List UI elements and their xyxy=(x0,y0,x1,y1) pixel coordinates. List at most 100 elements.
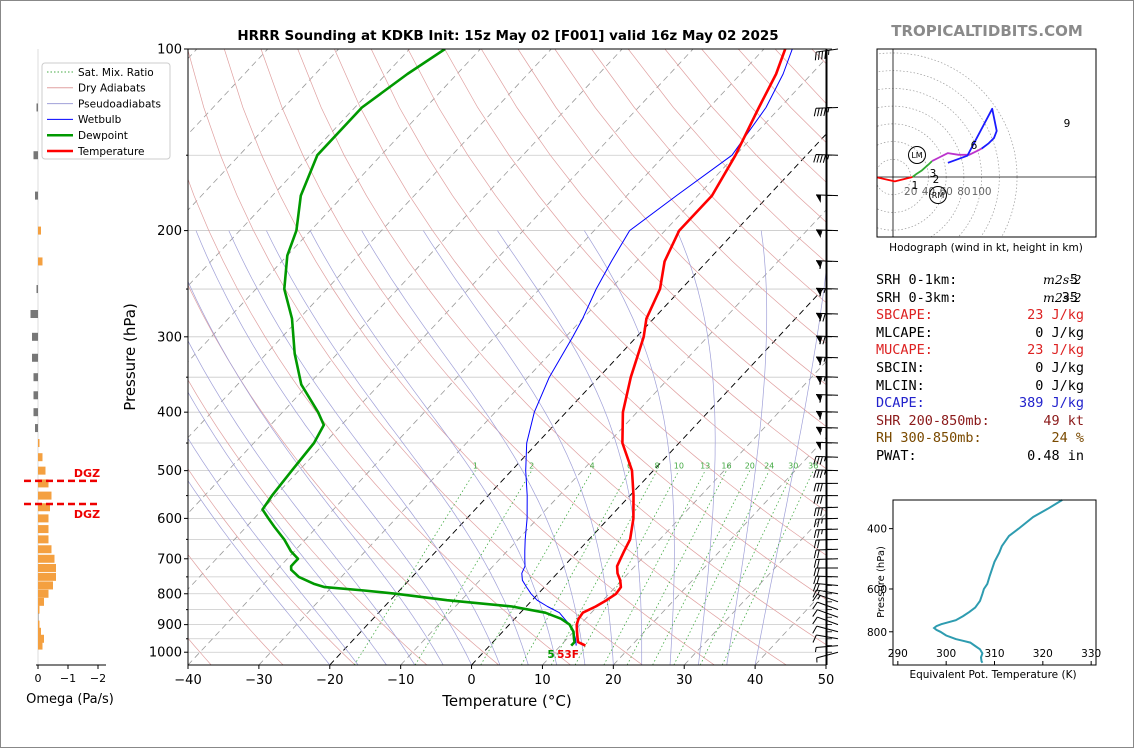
omega-bar xyxy=(30,310,38,319)
barb-staff xyxy=(815,393,839,396)
dry-adiabat xyxy=(334,49,826,600)
stat-value: 0 J/kg xyxy=(1035,324,1084,341)
omega-bar xyxy=(33,373,38,382)
mixing-ratio-label: 24 xyxy=(764,462,774,471)
barb-full xyxy=(812,589,817,598)
stat-row: SRH 0-1km: 5 m2s-2 xyxy=(876,272,1126,289)
omega-bar xyxy=(38,572,56,581)
barb-staff xyxy=(815,229,839,232)
barb-full xyxy=(813,456,817,465)
data-series xyxy=(261,49,793,647)
barb-full xyxy=(812,634,817,643)
barb-full xyxy=(817,507,820,517)
wind-barb xyxy=(813,517,839,528)
barb-full xyxy=(813,519,817,528)
hodograph-point-label: 6 xyxy=(971,140,978,152)
storm-motion-label: LM xyxy=(911,151,922,160)
barb-full xyxy=(816,567,820,577)
skewt-panel: 1 2 4 6 8 10 13 16 20 24 30 365 53F10009008007006005… xyxy=(121,43,834,711)
barb-full xyxy=(823,107,827,117)
theta-e-frame xyxy=(892,499,1097,666)
barb-half xyxy=(823,357,826,362)
reference-isotherm xyxy=(329,133,826,665)
barb-staff xyxy=(815,548,839,551)
isotherm-line xyxy=(188,49,694,590)
barb-pennant xyxy=(816,394,822,403)
mixing-ratio-label: 1 xyxy=(473,462,478,471)
barb-full xyxy=(819,260,823,269)
barb-full xyxy=(816,483,820,492)
omega-bar xyxy=(38,491,52,500)
isotherm-line xyxy=(188,49,623,514)
omega-bar xyxy=(33,151,38,160)
barb-full xyxy=(819,483,823,492)
barb-full xyxy=(824,50,827,59)
omega-bar xyxy=(38,535,49,544)
barb-full xyxy=(819,154,823,163)
theta-e-x-tick-label: 320 xyxy=(1033,648,1053,660)
omega-tick-label: −1 xyxy=(60,672,76,685)
stat-value: 23 J/kg xyxy=(1027,342,1084,359)
barb-pennant xyxy=(816,194,822,204)
wind-barb xyxy=(815,426,839,436)
barb-half xyxy=(823,470,827,475)
omega-bar xyxy=(38,641,43,650)
barb-full xyxy=(817,108,820,117)
watermark: TROPICALTIDBITS.COM xyxy=(891,22,1083,40)
omega-axis-label: Omega (Pa/s) xyxy=(26,692,114,707)
barb-staff xyxy=(815,558,839,561)
y-tick-label: 1000 xyxy=(149,646,182,661)
barb-half xyxy=(814,647,817,653)
barb-full xyxy=(819,411,823,420)
isotherm-line xyxy=(188,49,481,363)
wind-barb xyxy=(813,575,839,585)
omega-bar xyxy=(38,620,40,629)
pseudoadiabat xyxy=(266,230,529,665)
legend-label: Dry Adiabats xyxy=(78,83,146,95)
barb-full xyxy=(813,483,817,492)
hodograph-segment xyxy=(947,107,998,164)
stat-label: SHR 200-850mb: xyxy=(876,412,990,429)
barb-staff xyxy=(816,48,839,53)
omega-bar xyxy=(33,391,38,400)
wind-barb xyxy=(815,335,839,345)
wind-barb xyxy=(812,609,839,618)
omega-bar xyxy=(38,466,46,475)
pseudoadiabat xyxy=(361,230,586,665)
omega-bar xyxy=(38,439,40,448)
wind-barb xyxy=(813,455,839,465)
series-wetbulb-line xyxy=(521,49,793,646)
y-tick-label: 600 xyxy=(157,512,182,527)
stat-value: 49 kt xyxy=(1043,412,1084,429)
x-tick-label: 20 xyxy=(605,673,622,688)
theta-e-y-tick-label: 600 xyxy=(867,584,887,596)
barb-pennant xyxy=(816,442,822,451)
wind-barb xyxy=(812,593,839,603)
isotherm-line xyxy=(188,49,339,211)
series-dewpoint-line xyxy=(261,49,576,647)
barb-full xyxy=(813,469,817,478)
barb-full xyxy=(817,518,820,528)
barb-staff xyxy=(816,625,839,633)
wind-barb xyxy=(813,567,838,577)
dry-adiabat xyxy=(370,49,826,556)
barb-pennant xyxy=(816,411,822,420)
barb-full xyxy=(813,540,817,549)
stat-label: RH 300-850mb: xyxy=(876,430,982,447)
barb-full xyxy=(822,313,826,322)
stat-unit: m2s-2 xyxy=(1043,289,1082,305)
y-tick-label: 100 xyxy=(157,43,182,58)
hodograph-point-label: 2 xyxy=(933,174,940,186)
pseudoadiabat xyxy=(188,340,416,665)
wind-barb xyxy=(815,375,839,385)
barb-full xyxy=(821,51,824,60)
wind-barb xyxy=(815,356,839,366)
wind-barb xyxy=(815,393,839,403)
barb-staff xyxy=(815,455,839,458)
stat-row: MUCAPE: 23 J/kg xyxy=(876,342,1126,359)
barb-staff xyxy=(815,469,839,472)
wind-barbs xyxy=(812,48,839,665)
barb-full xyxy=(816,154,820,163)
isotherm-line xyxy=(188,49,765,665)
